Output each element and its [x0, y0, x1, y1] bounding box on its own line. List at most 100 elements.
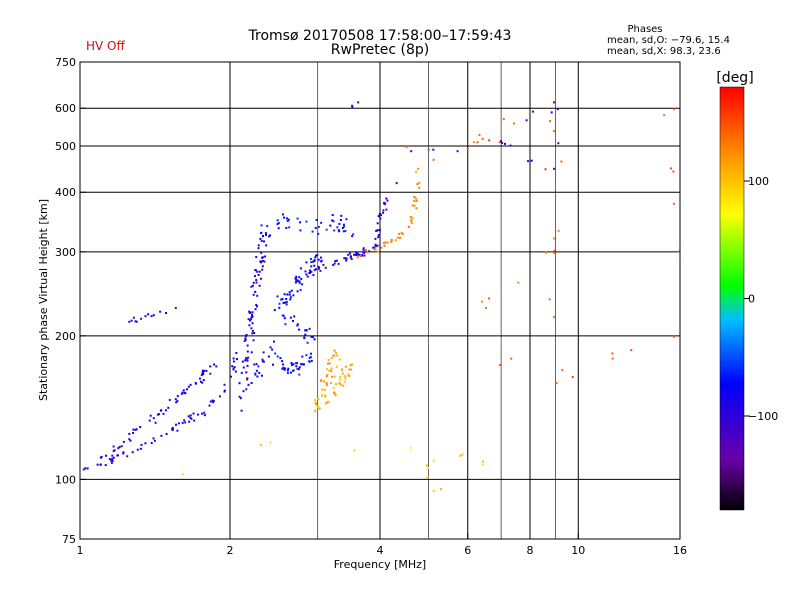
echo-point	[212, 400, 215, 402]
echo-point	[153, 439, 156, 442]
echo-point	[180, 392, 183, 395]
echo-point	[315, 404, 318, 406]
echo-point	[342, 230, 345, 233]
echo-point	[301, 283, 304, 286]
echo-point	[306, 341, 309, 344]
echo-point	[344, 257, 347, 260]
echo-point	[282, 366, 285, 369]
echo-point	[472, 141, 475, 144]
echo-point	[187, 385, 190, 388]
echo-point	[260, 444, 263, 446]
echo-point	[134, 428, 137, 431]
echo-point	[286, 219, 289, 222]
echo-point	[410, 150, 413, 153]
echo-point	[223, 390, 226, 393]
echo-point	[298, 280, 301, 283]
echo-point	[258, 284, 261, 287]
echo-point	[382, 211, 385, 214]
echo-point	[313, 338, 316, 341]
echo-point	[213, 363, 216, 366]
echo-point	[253, 363, 256, 366]
echo-point	[139, 447, 142, 450]
echo-point	[244, 338, 247, 341]
echo-point	[300, 277, 303, 280]
echo-point	[234, 370, 237, 373]
x-tick-label: 16	[673, 544, 687, 557]
echo-point	[349, 256, 352, 259]
echo-point	[405, 146, 408, 148]
echo-point	[348, 368, 351, 371]
echo-point	[296, 324, 299, 327]
echo-point	[283, 293, 286, 296]
echo-point	[176, 400, 179, 403]
echo-point	[299, 288, 302, 291]
echo-point	[309, 269, 311, 272]
echo-point	[150, 442, 153, 444]
echo-point	[215, 365, 218, 368]
echo-point	[317, 267, 320, 270]
echo-point	[285, 227, 288, 229]
echo-point	[331, 214, 334, 216]
echo-point	[300, 363, 303, 366]
echo-point	[257, 247, 260, 250]
echo-point	[276, 295, 279, 298]
echo-point	[315, 219, 318, 221]
echo-point	[278, 302, 281, 305]
echo-point	[481, 137, 484, 140]
echo-point	[321, 388, 324, 391]
echo-point	[673, 108, 676, 111]
echo-point	[247, 356, 250, 359]
echo-point	[264, 255, 267, 258]
echo-point	[252, 339, 255, 342]
echo-point	[305, 354, 308, 357]
echo-point	[281, 367, 284, 370]
echo-point	[247, 383, 250, 386]
echo-point	[264, 232, 267, 235]
echo-point	[218, 395, 221, 398]
echo-point	[426, 476, 429, 479]
echo-point	[327, 400, 330, 403]
stats-heading: Phases	[627, 24, 662, 35]
echo-point	[427, 148, 430, 151]
echo-point	[271, 348, 274, 351]
echo-point	[238, 382, 241, 385]
echo-point	[250, 316, 253, 319]
echo-point	[329, 224, 332, 227]
echo-point	[296, 362, 299, 365]
echo-point	[262, 351, 265, 354]
echo-point	[250, 351, 253, 354]
echo-point	[159, 409, 162, 412]
echo-point	[254, 373, 257, 376]
echo-point	[347, 373, 350, 376]
echo-point	[245, 357, 248, 360]
echo-point	[156, 413, 159, 416]
echo-point	[560, 160, 563, 163]
echo-point	[417, 167, 420, 170]
echo-point	[310, 261, 313, 264]
echo-point	[337, 262, 340, 265]
echo-point	[184, 392, 187, 395]
colorbar-ticks: 100 0 −100	[744, 175, 778, 423]
echo-point	[209, 400, 212, 403]
echo-point	[298, 282, 301, 285]
echo-point	[178, 422, 180, 425]
echo-point	[105, 454, 107, 457]
echo-point	[338, 222, 341, 225]
echo-point	[276, 355, 279, 358]
echo-point	[352, 233, 355, 236]
echo-point	[553, 130, 556, 133]
echo-point	[333, 229, 336, 232]
echo-point	[318, 407, 321, 410]
echo-point	[287, 367, 290, 370]
echo-point	[150, 315, 153, 318]
echo-point	[290, 289, 293, 292]
echo-point	[276, 219, 279, 222]
y-tick-label: 100	[55, 473, 76, 486]
echo-point	[260, 239, 263, 242]
echo-point	[256, 305, 258, 308]
echo-point	[285, 303, 288, 306]
echo-point	[555, 382, 558, 384]
echo-point	[296, 290, 299, 293]
echo-point	[488, 139, 491, 142]
scatter-points	[82, 101, 681, 492]
